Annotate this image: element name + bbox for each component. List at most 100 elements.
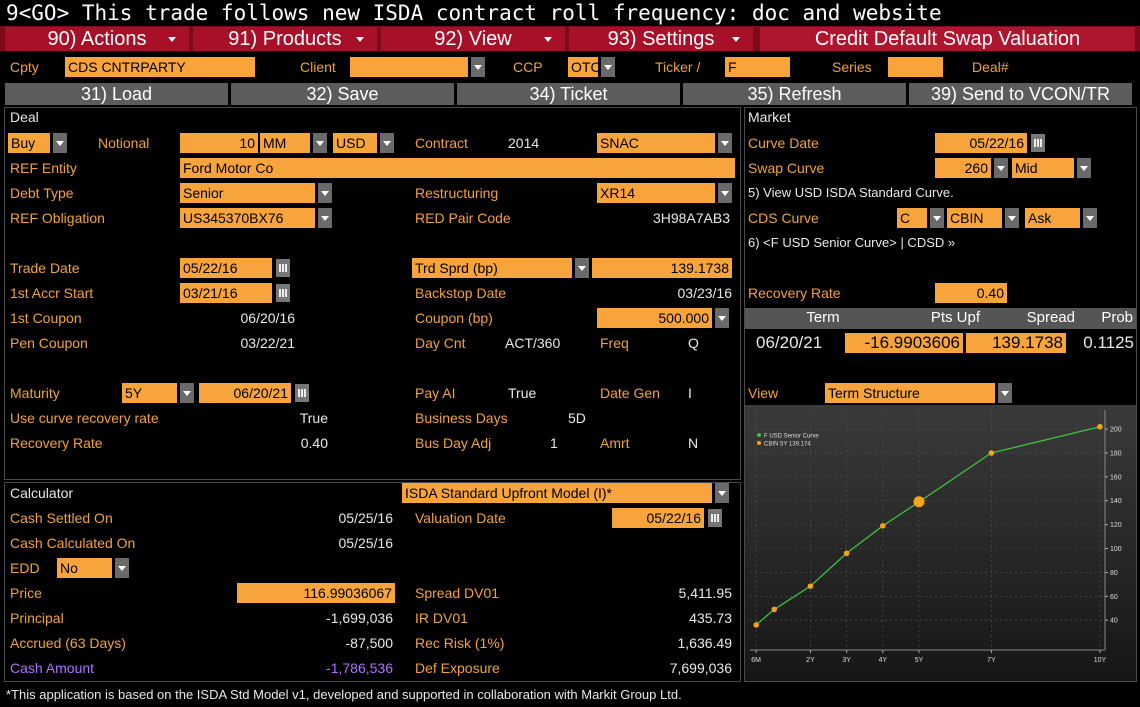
contract-type-field[interactable]: SNAC (597, 133, 715, 153)
curve-point (880, 523, 886, 529)
cash-settled: 05/25/16 (338, 510, 394, 526)
menu-item[interactable]: 91) Products (193, 27, 377, 51)
side-field[interactable]: Buy (8, 133, 50, 153)
dropdown-button[interactable] (180, 383, 194, 403)
curve-date-field[interactable]: 05/22/16 (935, 133, 1027, 153)
dropdown-button[interactable] (715, 483, 729, 503)
input-field[interactable] (350, 57, 468, 77)
legend-swatch (757, 433, 761, 437)
dropdown-button[interactable] (718, 183, 732, 203)
menu-dropdown[interactable] (729, 29, 743, 49)
menu-item[interactable]: 90) Actions (5, 27, 189, 51)
dropdown-button[interactable] (318, 208, 332, 228)
trade-date-field[interactable]: 05/22/16 (180, 258, 272, 278)
accrued: -87,500 (345, 635, 393, 651)
dropdown-button[interactable] (380, 133, 394, 153)
menu-dropdown[interactable] (165, 29, 179, 49)
currency-field[interactable]: USD (333, 133, 377, 153)
calculator-panel (4, 482, 741, 682)
y-tick-label: 40 (1110, 618, 1118, 625)
view-field[interactable]: Term Structure (825, 383, 995, 403)
ref-entity-field[interactable]: Ford Motor Co (180, 158, 735, 178)
valuation-date-label: Valuation Date (415, 510, 506, 526)
dropdown-button[interactable] (313, 133, 327, 153)
recovery-field[interactable]: 0.40 (935, 283, 1007, 303)
freq-label: Freq (600, 335, 629, 351)
menu-item[interactable]: 93) Settings (569, 27, 753, 51)
source-field[interactable]: CBIN (947, 208, 1002, 228)
cds-curve-field[interactable]: C (897, 208, 927, 228)
trd-sprd-label-field[interactable]: Trd Sprd (bp) (412, 258, 572, 278)
notional-unit-field[interactable]: MM (260, 133, 310, 153)
calendar-button[interactable] (295, 384, 309, 402)
row-field[interactable]: 139.1738 (966, 333, 1066, 353)
valuation-date-field[interactable]: 05/22/16 (612, 508, 704, 528)
tenor-field[interactable]: 5Y (122, 383, 177, 403)
trd-sprd-field[interactable]: 139.1738 (592, 258, 732, 278)
accrued-label: Accrued (63 Days) (10, 635, 126, 651)
model-field[interactable]: ISDA Standard Upfront Model (I)* (402, 483, 712, 503)
edd-field[interactable]: No (57, 558, 112, 578)
dropdown-button[interactable] (1083, 208, 1097, 228)
swap-curve-field[interactable]: 260 (935, 158, 991, 178)
calendar-button[interactable] (276, 259, 290, 277)
cash-calc-label: Cash Calculated On (10, 535, 136, 551)
toolbar-button[interactable]: 39) Send to VCON/TR (909, 83, 1132, 105)
dropdown-button[interactable] (1077, 158, 1091, 178)
ir-dv01-label: IR DV01 (415, 610, 468, 626)
title: Market (748, 109, 791, 125)
dropdown-button[interactable] (575, 258, 589, 278)
ref-obligation-field[interactable]: US345370BX76 (180, 208, 315, 228)
dropdown-button[interactable] (115, 558, 129, 578)
toolbar-button[interactable]: 32) Save (231, 83, 454, 105)
cpty-field[interactable]: CDS CNTRPARTY (65, 57, 255, 77)
accr-start-field[interactable]: 03/21/16 (180, 283, 272, 303)
coupon-field[interactable]: 500.000 (597, 308, 712, 328)
maturity-field[interactable]: 06/20/21 (199, 383, 291, 403)
y-tick-label: 180 (1110, 450, 1122, 457)
dropdown-button[interactable] (715, 308, 729, 328)
pay-ai: True (508, 385, 537, 401)
cds-side-field[interactable]: Ask (1025, 208, 1080, 228)
calendar-button[interactable] (708, 509, 722, 527)
debt-type-field[interactable]: Senior (180, 183, 315, 203)
dropdown-button[interactable] (994, 158, 1008, 178)
dropdown-button[interactable] (930, 208, 944, 228)
restructuring-field[interactable]: XR14 (597, 183, 715, 203)
calendar-button[interactable] (1031, 134, 1045, 152)
def-exposure: 7,699,036 (669, 660, 732, 676)
ccp-field[interactable]: OTC (568, 57, 601, 77)
calendar-button[interactable] (276, 284, 290, 302)
day-cnt-label: Day Cnt (415, 335, 466, 351)
dropdown-button[interactable] (998, 383, 1012, 403)
x-tick-label: 6M (751, 657, 761, 664)
ticker-field[interactable]: F (725, 57, 790, 77)
dropdown-button[interactable] (718, 133, 732, 153)
menu-item[interactable]: 92) View (381, 27, 565, 51)
price-field[interactable]: 116.99036067 (237, 583, 395, 603)
toolbar-button[interactable]: 35) Refresh (683, 83, 906, 105)
freq: Q (688, 335, 699, 351)
quote-point (913, 496, 925, 508)
row-field[interactable]: -16.9903606 (845, 333, 963, 353)
first-coupon-label: 1st Coupon (10, 310, 82, 326)
dropdown-button[interactable] (471, 57, 485, 77)
swap-side-field[interactable]: Mid (1012, 158, 1074, 178)
input-field[interactable] (888, 57, 943, 77)
menu-dropdown[interactable] (353, 29, 367, 49)
y-tick-label: 100 (1110, 546, 1122, 553)
dropdown-button[interactable] (601, 57, 615, 77)
term-table-header-bar (745, 308, 1136, 329)
dropdown-button[interactable] (1005, 208, 1019, 228)
dropdown-button[interactable] (53, 133, 67, 153)
def-exposure-label: Def Exposure (415, 660, 500, 676)
toolbar-button[interactable]: 31) Load (5, 83, 228, 105)
series-label: Series (832, 59, 872, 75)
title: Deal (10, 109, 39, 125)
toolbar-button[interactable]: 34) Ticket (457, 83, 680, 105)
dropdown-button[interactable] (318, 183, 332, 203)
notional-field[interactable]: 10 (180, 133, 258, 153)
command-line[interactable]: 9<GO> This trade follows new ISDA contra… (6, 1, 942, 25)
x-tick-label: 5Y (915, 657, 924, 664)
menu-dropdown[interactable] (541, 29, 555, 49)
